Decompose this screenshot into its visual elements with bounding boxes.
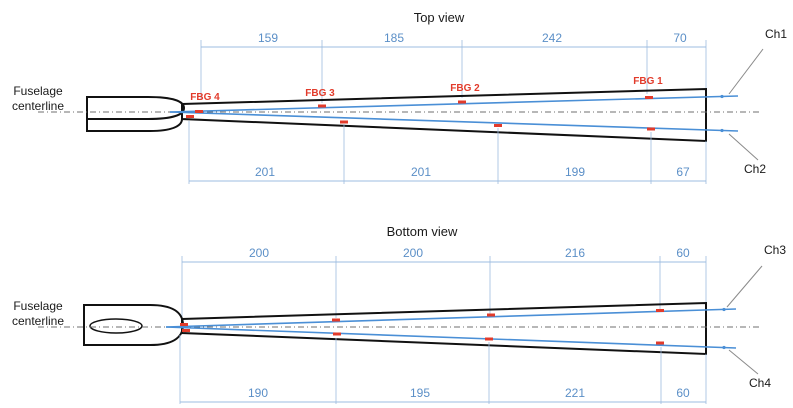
bottom-view-title: Bottom view — [387, 224, 458, 239]
bottom-fbg-marker — [333, 332, 341, 336]
bottom-fiber-ch3 — [165, 308, 737, 328]
bottom-dim-label-2: 200 — [403, 246, 423, 260]
bottom-dim-label-6: 195 — [410, 386, 430, 400]
bottom-dim-label-5: 190 — [248, 386, 268, 400]
ch2-pointer — [728, 133, 759, 161]
ch4-label: Ch4 — [749, 376, 771, 390]
top-fbg-marker — [318, 104, 326, 108]
top-fiber-ch2 — [169, 111, 739, 132]
bottom-dim-label-3: 216 — [565, 246, 585, 260]
top-dim-label-4: 70 — [673, 31, 687, 45]
bottom-fiber-ch4-end — [722, 345, 726, 350]
bottom-fuselage-outline — [83, 304, 185, 346]
ch1-pointer — [728, 48, 764, 95]
top-fuselage-label-line1: Fuselage — [13, 84, 63, 98]
fbg-label-2: FBG 2 — [450, 83, 480, 94]
top-fbg-marker — [340, 120, 348, 124]
top-fuselage-outline — [86, 96, 186, 120]
bottom-fbg-marker — [656, 309, 664, 312]
top-fbg-marker — [186, 115, 194, 118]
top-fbg-marker — [645, 96, 653, 99]
top-fbg-marker — [458, 100, 466, 104]
top-fuselage-lower-body — [86, 118, 183, 132]
top-view: Top view 159 185 242 70 Fuselage centerl… — [12, 10, 787, 184]
top-fiber-ch2-end — [720, 128, 724, 133]
top-fiber-ch1 — [169, 95, 739, 113]
bottom-dim-label-8: 60 — [676, 386, 690, 400]
top-fiber-ch1-end — [720, 94, 724, 99]
bottom-dim-label-7: 221 — [565, 386, 585, 400]
fbg-label-4: FBG 4 — [190, 92, 220, 103]
bottom-fuselage-label-line1: Fuselage — [13, 299, 63, 313]
bottom-wing-outline — [181, 301, 707, 356]
bottom-dim-label-1: 200 — [249, 246, 269, 260]
fbg-label-1: FBG 1 — [633, 76, 663, 87]
bottom-fbg-marker — [485, 337, 493, 341]
top-dim-label-1: 159 — [258, 31, 278, 45]
ch4-pointer — [728, 349, 759, 375]
bottom-fiber-ch4 — [165, 326, 737, 349]
ch3-label: Ch3 — [764, 243, 786, 257]
bottom-fbg-marker — [487, 313, 495, 317]
ch1-label: Ch1 — [765, 27, 787, 41]
ch3-pointer — [726, 265, 763, 308]
top-dim-label-5: 201 — [255, 165, 275, 179]
ch2-label: Ch2 — [744, 162, 766, 176]
top-fbg-marker — [494, 124, 502, 127]
fbg-label-3: FBG 3 — [305, 88, 335, 99]
bottom-fbg-marker — [656, 341, 664, 345]
bottom-fuselage-label-line2: centerline — [12, 314, 64, 328]
top-fbg-marker — [647, 127, 655, 131]
bottom-fbg-marker — [180, 323, 188, 326]
top-dim-label-6: 201 — [411, 165, 431, 179]
bottom-dim-label-4: 60 — [676, 246, 690, 260]
bottom-fbg-marker — [332, 318, 340, 322]
top-dim-label-7: 199 — [565, 165, 585, 179]
top-dim-label-3: 242 — [542, 31, 562, 45]
bottom-fuselage-window — [89, 318, 143, 334]
top-dim-label-2: 185 — [384, 31, 404, 45]
bottom-fiber-ch3-end — [722, 307, 726, 312]
top-view-title: Top view — [414, 10, 465, 25]
top-fuselage-label-line2: centerline — [12, 99, 64, 113]
top-fbg-marker — [195, 110, 203, 113]
bottom-view: Bottom view 200 200 216 60 Fuselage cent… — [12, 224, 786, 404]
top-dim-label-8: 67 — [676, 165, 690, 179]
bottom-fbg-marker — [182, 329, 190, 332]
